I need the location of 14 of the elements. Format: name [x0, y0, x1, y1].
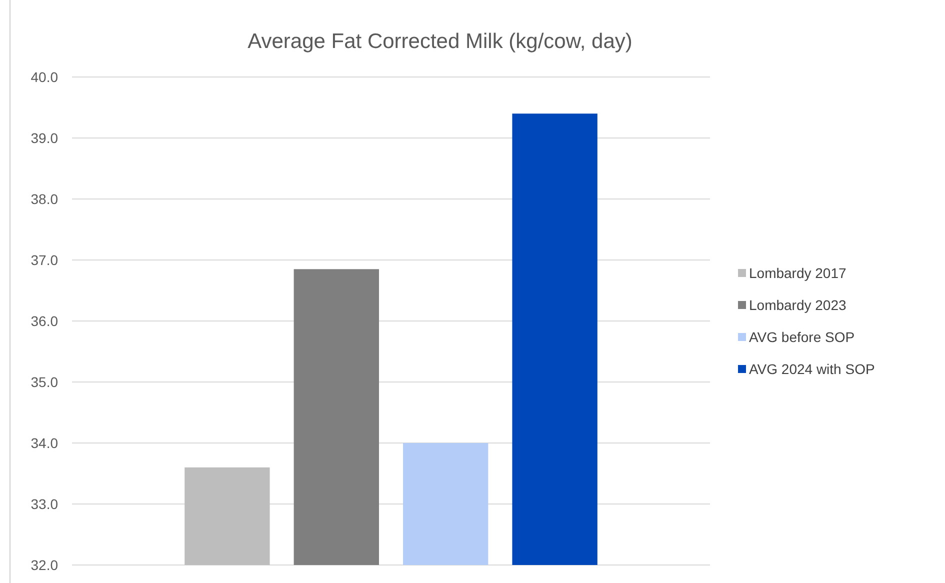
legend-label: Lombardy 2017 [749, 264, 847, 281]
y-tick-label: 37.0 [30, 252, 58, 268]
y-tick-label: 40.0 [30, 68, 58, 85]
y-tick-label: 34.0 [30, 434, 58, 451]
y-tick-label: 36.0 [30, 312, 58, 329]
chart-title: Average Fat Corrected Milk (kg/cow, day) [248, 30, 632, 53]
legend-label: AVG 2024 with SOP [749, 360, 875, 377]
y-tick-label: 32.0 [30, 556, 58, 573]
y-tick-label: 35.0 [30, 374, 58, 390]
y-tick-label: 33.0 [30, 496, 58, 512]
legend-label: AVG before SOP [749, 328, 855, 345]
legend-label: Lombardy 2023 [749, 296, 847, 313]
y-tick-label: 39.0 [30, 130, 58, 146]
y-tick-label: 38.0 [30, 190, 58, 207]
